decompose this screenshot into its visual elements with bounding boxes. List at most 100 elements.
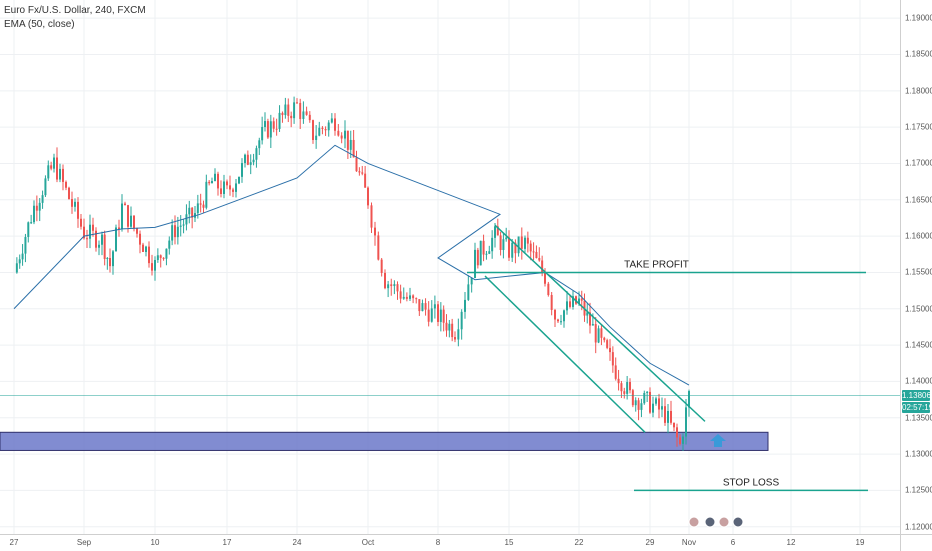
candle-body [460,311,463,330]
x-tick-label: 29 [645,538,655,547]
x-tick-label: Sep [76,538,92,547]
candle-body [33,205,35,223]
indicator-title[interactable]: EMA (50, close) [4,19,75,30]
candle-body [646,391,649,393]
candle-body [130,215,132,227]
candle-body [145,246,147,252]
candle-body [454,337,456,340]
candle-body [226,181,228,186]
candle-body [361,172,364,174]
candle-body [572,296,574,307]
candle-body [296,102,298,104]
x-tick-label: 15 [504,538,514,547]
candle-body [606,340,609,348]
candle-body [374,227,376,236]
time-axis[interactable]: 27 Sep 10 17 24 Oct 8 15 22 29 Nov 6 12 19 [0,534,900,551]
candle-body [520,236,523,249]
candle-body [488,251,491,254]
countdown-badge: 02:57:19 [902,401,932,413]
candle-body [358,171,361,173]
candle-body [433,304,436,309]
candle-body [24,237,27,254]
candle-body [95,230,97,248]
candle-body [77,201,79,219]
candle-body [529,243,532,252]
candle-body [670,410,672,423]
candle-body [673,422,675,428]
candle-body [176,226,179,238]
candle-body [532,251,535,253]
y-tick-label: 1.14500 [905,340,932,350]
candle-body [272,121,275,129]
candle-body [514,242,517,254]
candle-body [370,205,373,228]
candle-body [199,203,202,205]
candle-body [211,181,213,184]
candle-body [589,312,591,326]
candle-body [479,240,482,266]
candle-body [188,207,191,215]
candle-body [258,140,261,149]
candle-body [355,157,358,172]
y-tick-label: 1.19000 [905,13,932,23]
candle-body [649,391,651,413]
candle-body [676,427,678,438]
y-tick-label: 1.16500 [905,195,932,205]
x-tick-label: Nov [681,538,697,547]
y-tick-label: 1.13500 [905,413,932,423]
y-tick-label: 1.17500 [905,122,932,132]
axis-corner [900,534,932,551]
x-tick-label: 17 [222,538,232,547]
candle-body [437,304,439,322]
event-flag-icon [704,516,716,528]
candle-body [387,284,390,289]
candle-body [586,312,589,316]
candle-body [464,299,466,312]
candle-body [505,237,508,240]
candle-body [168,240,171,249]
candle-body [535,251,538,259]
candle-body [71,199,73,207]
candle-body [244,154,246,164]
candle-body [92,224,94,231]
candle-body [502,239,505,250]
chart-plot[interactable]: TAKE PROFIT STOP LOSS [0,0,900,534]
candle-body [41,195,44,203]
candle-body [517,236,520,254]
candle-body [467,284,470,300]
candle-body [658,398,660,410]
candle-body [591,324,594,326]
candle-body [162,257,165,259]
candle-body [377,235,380,260]
y-tick-label: 1.15500 [905,267,932,277]
candle-body [384,272,386,289]
candle-body [667,410,669,423]
candle-body [185,214,188,225]
candle-body [101,234,103,245]
candle-body [249,162,252,165]
y-tick-label: 1.15000 [905,304,932,314]
candle-body [485,253,488,255]
candle-body [151,263,153,271]
candle-body [299,102,302,119]
candle-body [496,226,499,236]
candle-body [344,130,346,139]
candle-body [235,183,237,192]
candle-body [89,224,91,239]
candle-body [626,382,629,394]
candle-body [364,173,367,188]
candle-body [554,309,556,320]
candle-body [340,135,343,139]
take-profit-label: TAKE PROFIT [624,259,689,270]
candle-body [482,240,485,255]
candle-body [405,296,408,299]
candle-body [609,347,611,353]
candle-body [38,202,41,211]
candle-body [156,255,159,260]
symbol-title[interactable]: Euro Fx/U.S. Dollar, 240, FXCM [4,5,146,16]
candle-body [179,225,182,227]
price-axis[interactable]: 1.19000 1.18500 1.18000 1.17500 1.17000 1.165… [900,0,932,534]
candle-body [191,207,194,218]
candle-body [223,181,225,194]
candle-body [474,249,476,279]
